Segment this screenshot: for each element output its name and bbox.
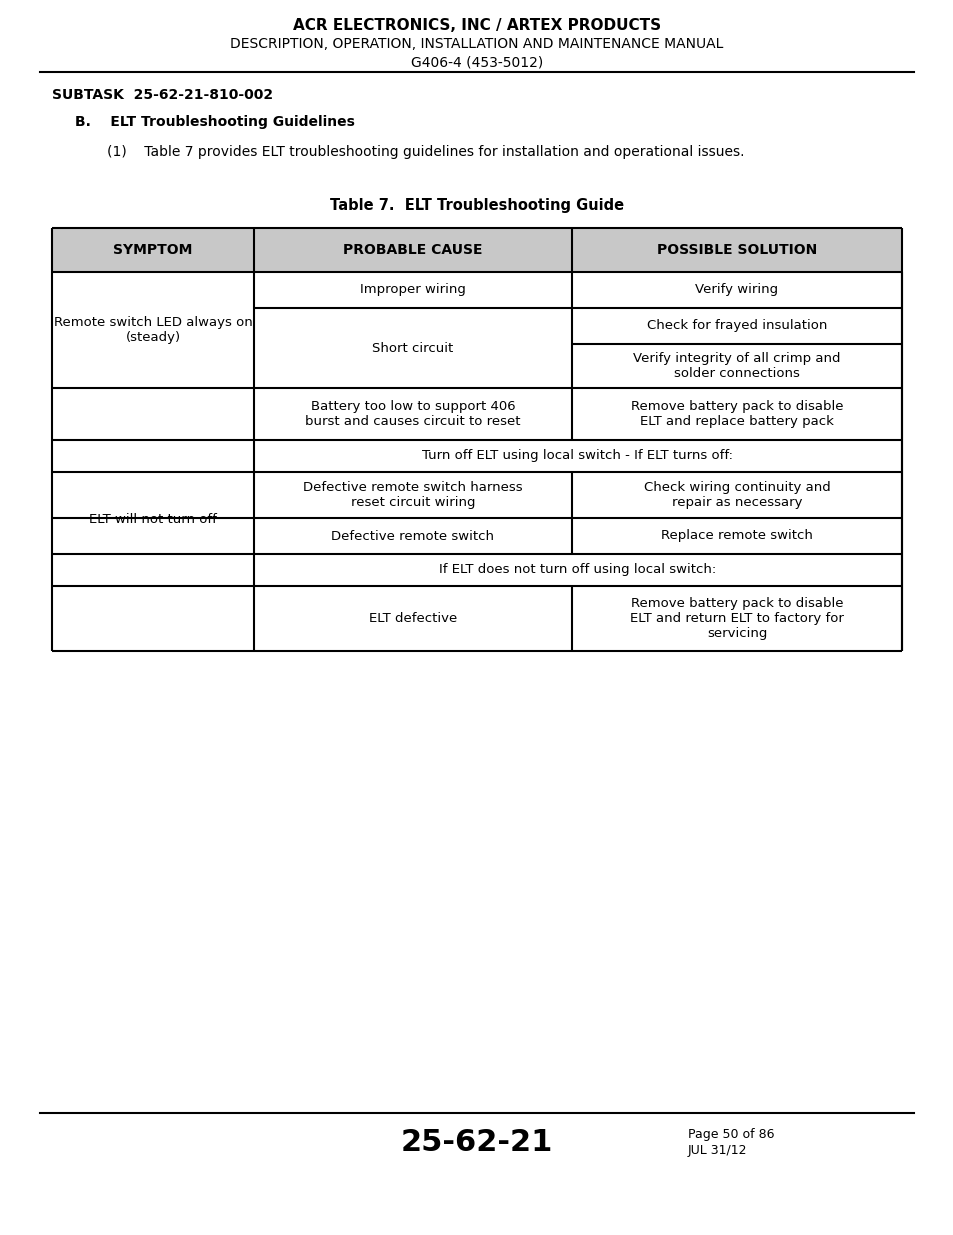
Bar [52, 228, 253, 272]
Text: Check wiring continuity and
repair as necessary: Check wiring continuity and repair as ne… [643, 480, 829, 509]
Text: Table 7.  ELT Troubleshooting Guide: Table 7. ELT Troubleshooting Guide [330, 198, 623, 212]
Text: Defective remote switch: Defective remote switch [331, 530, 494, 542]
Text: B.    ELT Troubleshooting Guidelines: B. ELT Troubleshooting Guidelines [75, 115, 355, 128]
Text: Remove battery pack to disable
ELT and replace battery pack: Remove battery pack to disable ELT and r… [630, 400, 842, 429]
Text: Battery too low to support 406
burst and causes circuit to reset: Battery too low to support 406 burst and… [305, 400, 520, 429]
Text: Page 50 of 86: Page 50 of 86 [687, 1128, 774, 1141]
Text: POSSIBLE SOLUTION: POSSIBLE SOLUTION [657, 243, 817, 257]
Text: DESCRIPTION, OPERATION, INSTALLATION AND MAINTENANCE MANUAL: DESCRIPTION, OPERATION, INSTALLATION AND… [230, 37, 723, 51]
Text: SUBTASK  25-62-21-810-002: SUBTASK 25-62-21-810-002 [52, 88, 273, 103]
Text: 25-62-21: 25-62-21 [400, 1128, 553, 1157]
Text: Replace remote switch: Replace remote switch [660, 530, 812, 542]
Text: G406-4 (453-5012): G406-4 (453-5012) [411, 56, 542, 69]
Text: Remote switch LED always on
(steady): Remote switch LED always on (steady) [53, 316, 253, 345]
Text: Verify wiring: Verify wiring [695, 284, 778, 296]
Text: ELT will not turn off: ELT will not turn off [89, 513, 216, 526]
Text: Check for frayed insulation: Check for frayed insulation [646, 320, 826, 332]
Text: SYMPTOM: SYMPTOM [113, 243, 193, 257]
Text: ACR ELECTRONICS, INC / ARTEX PRODUCTS: ACR ELECTRONICS, INC / ARTEX PRODUCTS [293, 19, 660, 33]
Text: Improper wiring: Improper wiring [359, 284, 465, 296]
Text: Remove battery pack to disable
ELT and return ELT to factory for
servicing: Remove battery pack to disable ELT and r… [629, 597, 843, 640]
Text: PROBABLE CAUSE: PROBABLE CAUSE [343, 243, 482, 257]
Bar [253, 228, 572, 272]
Text: Verify integrity of all crimp and
solder connections: Verify integrity of all crimp and solder… [633, 352, 840, 380]
Text: JUL 31/12: JUL 31/12 [687, 1144, 747, 1157]
Text: Defective remote switch harness
reset circuit wiring: Defective remote switch harness reset ci… [303, 480, 522, 509]
Text: (1)    Table 7 provides ELT troubleshooting guidelines for installation and oper: (1) Table 7 provides ELT troubleshooting… [107, 144, 743, 159]
Text: Turn off ELT using local switch - If ELT turns off:: Turn off ELT using local switch - If ELT… [422, 450, 733, 462]
Text: Short circuit: Short circuit [372, 342, 453, 354]
Text: If ELT does not turn off using local switch:: If ELT does not turn off using local swi… [439, 563, 716, 577]
Text: ELT defective: ELT defective [369, 613, 456, 625]
Bar [572, 228, 901, 272]
